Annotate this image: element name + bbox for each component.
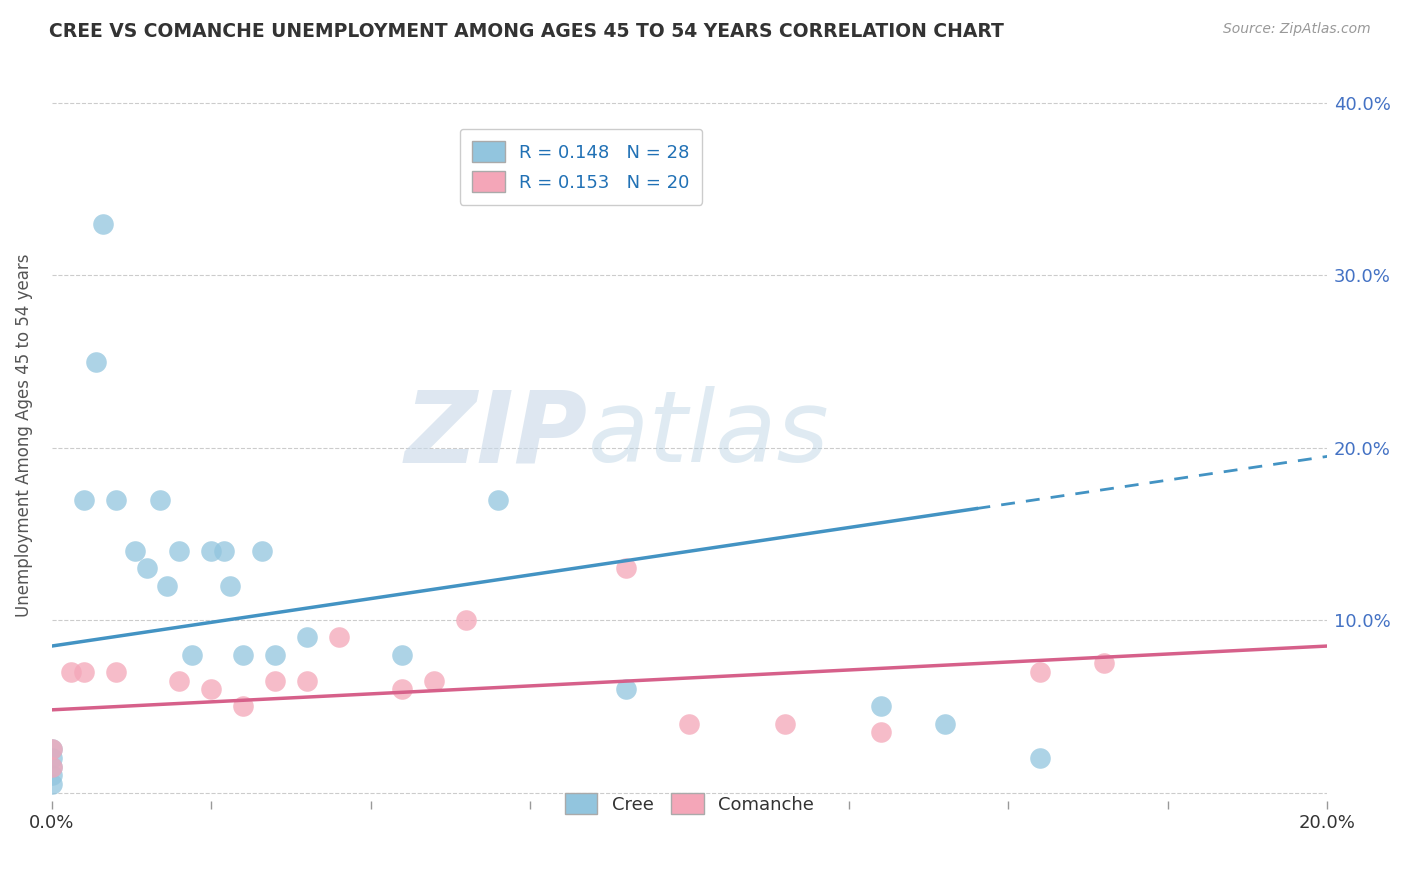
Point	[200, 682, 222, 697]
Point	[264, 648, 287, 662]
Point	[219, 579, 242, 593]
Point	[1029, 751, 1052, 765]
Point	[91, 217, 114, 231]
Text: Source: ZipAtlas.com: Source: ZipAtlas.com	[1223, 22, 1371, 37]
Point	[169, 544, 191, 558]
Point	[456, 613, 478, 627]
Point	[41, 742, 63, 756]
Point	[1092, 657, 1115, 671]
Text: atlas: atlas	[588, 386, 830, 483]
Y-axis label: Unemployment Among Ages 45 to 54 years: Unemployment Among Ages 45 to 54 years	[15, 253, 32, 616]
Point	[869, 725, 891, 739]
Text: CREE VS COMANCHE UNEMPLOYMENT AMONG AGES 45 TO 54 YEARS CORRELATION CHART: CREE VS COMANCHE UNEMPLOYMENT AMONG AGES…	[49, 22, 1004, 41]
Point	[486, 492, 509, 507]
Point	[181, 648, 204, 662]
Point	[41, 760, 63, 774]
Point	[614, 561, 637, 575]
Point	[264, 673, 287, 688]
Point	[423, 673, 446, 688]
Point	[41, 742, 63, 756]
Point	[934, 716, 956, 731]
Point	[773, 716, 796, 731]
Point	[41, 751, 63, 765]
Point	[169, 673, 191, 688]
Point	[149, 492, 172, 507]
Point	[155, 579, 177, 593]
Point	[72, 492, 94, 507]
Point	[104, 492, 127, 507]
Point	[614, 682, 637, 697]
Point	[391, 648, 413, 662]
Point	[295, 631, 318, 645]
Point	[59, 665, 82, 679]
Point	[869, 699, 891, 714]
Point	[86, 354, 108, 368]
Point	[232, 648, 254, 662]
Point	[200, 544, 222, 558]
Point	[1029, 665, 1052, 679]
Point	[391, 682, 413, 697]
Point	[104, 665, 127, 679]
Point	[212, 544, 235, 558]
Legend: Cree, Comanche: Cree, Comanche	[557, 786, 821, 822]
Text: ZIP: ZIP	[405, 386, 588, 483]
Point	[72, 665, 94, 679]
Point	[41, 768, 63, 782]
Point	[232, 699, 254, 714]
Point	[41, 760, 63, 774]
Point	[295, 673, 318, 688]
Point	[250, 544, 273, 558]
Point	[124, 544, 146, 558]
Point	[41, 777, 63, 791]
Point	[678, 716, 700, 731]
Point	[328, 631, 350, 645]
Point	[136, 561, 159, 575]
